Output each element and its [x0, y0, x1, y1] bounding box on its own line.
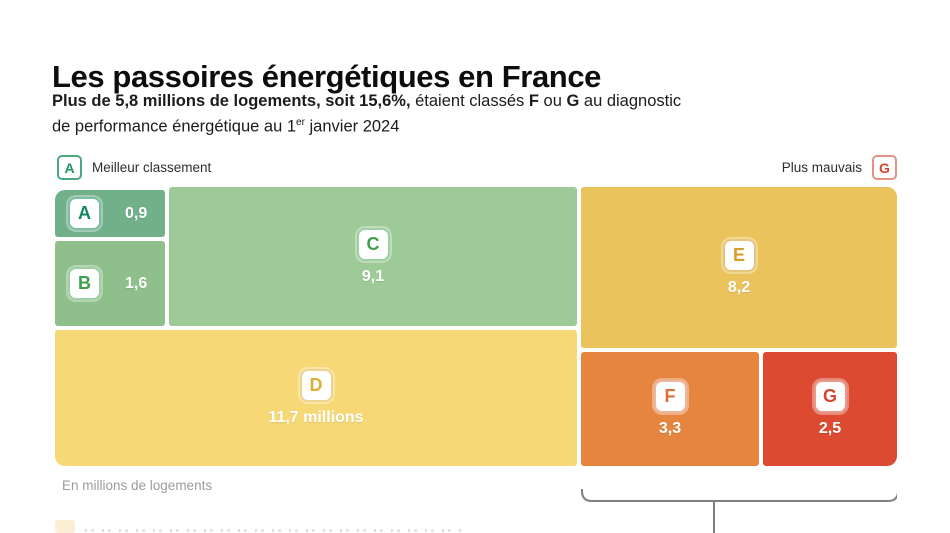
treemap-chart: A 0,9 B 1,6 C 9,1 D 11,7 millions E 8,2 …: [55, 187, 897, 466]
treemap-block-c: C 9,1: [169, 187, 577, 326]
value-c: 9,1: [361, 267, 385, 285]
cutoff-caption-fragment: [55, 520, 75, 533]
fg-group-bracket: [581, 489, 897, 533]
class-b-badge-icon: B: [68, 267, 101, 300]
subtitle: Plus de 5,8 millions de logements, soit …: [52, 90, 792, 138]
value-g: 2,5: [818, 420, 842, 437]
value-f: 3,3: [658, 420, 682, 437]
treemap-block-f: F 3,3: [581, 352, 759, 466]
value-e: 8,2: [727, 278, 751, 296]
page-title: Les passoires énergétiques en France: [52, 58, 602, 94]
class-f-badge-icon: F: [653, 380, 687, 413]
treemap-block-b: B 1,6: [55, 241, 165, 326]
class-g-legend-icon: G: [872, 155, 897, 180]
class-c-badge-icon: C: [356, 227, 390, 261]
class-e-badge-icon: E: [722, 238, 756, 272]
treemap-block-d: D 11,7 millions: [55, 330, 577, 466]
legend-worst-label: Plus mauvais: [781, 160, 862, 175]
class-d-badge-icon: D: [299, 369, 333, 402]
treemap-block-a: A 0,9: [55, 190, 165, 237]
class-g-badge-icon: G: [813, 380, 847, 413]
value-a: 0,9: [125, 204, 148, 222]
unit-footnote: En millions de logements: [62, 478, 213, 493]
cutoff-text-fragments: [85, 529, 465, 532]
treemap-block-g: G 2,5: [763, 352, 897, 466]
treemap-block-e: E 8,2: [581, 187, 897, 348]
legend-best-label: Meilleur classement: [92, 160, 212, 175]
value-d: 11,7 millions: [268, 409, 364, 426]
subtitle-line-1: Plus de 5,8 millions de logements, soit …: [52, 92, 682, 110]
value-b: 1,6: [125, 274, 148, 292]
subtitle-line-2: de performance énergétique au 1er janvie…: [52, 117, 400, 136]
class-a-badge-icon: A: [68, 197, 101, 230]
legend-worst: Plus mauvais G: [782, 155, 897, 180]
legend-best: A Meilleur classement: [57, 155, 211, 180]
class-a-legend-icon: A: [57, 155, 82, 180]
